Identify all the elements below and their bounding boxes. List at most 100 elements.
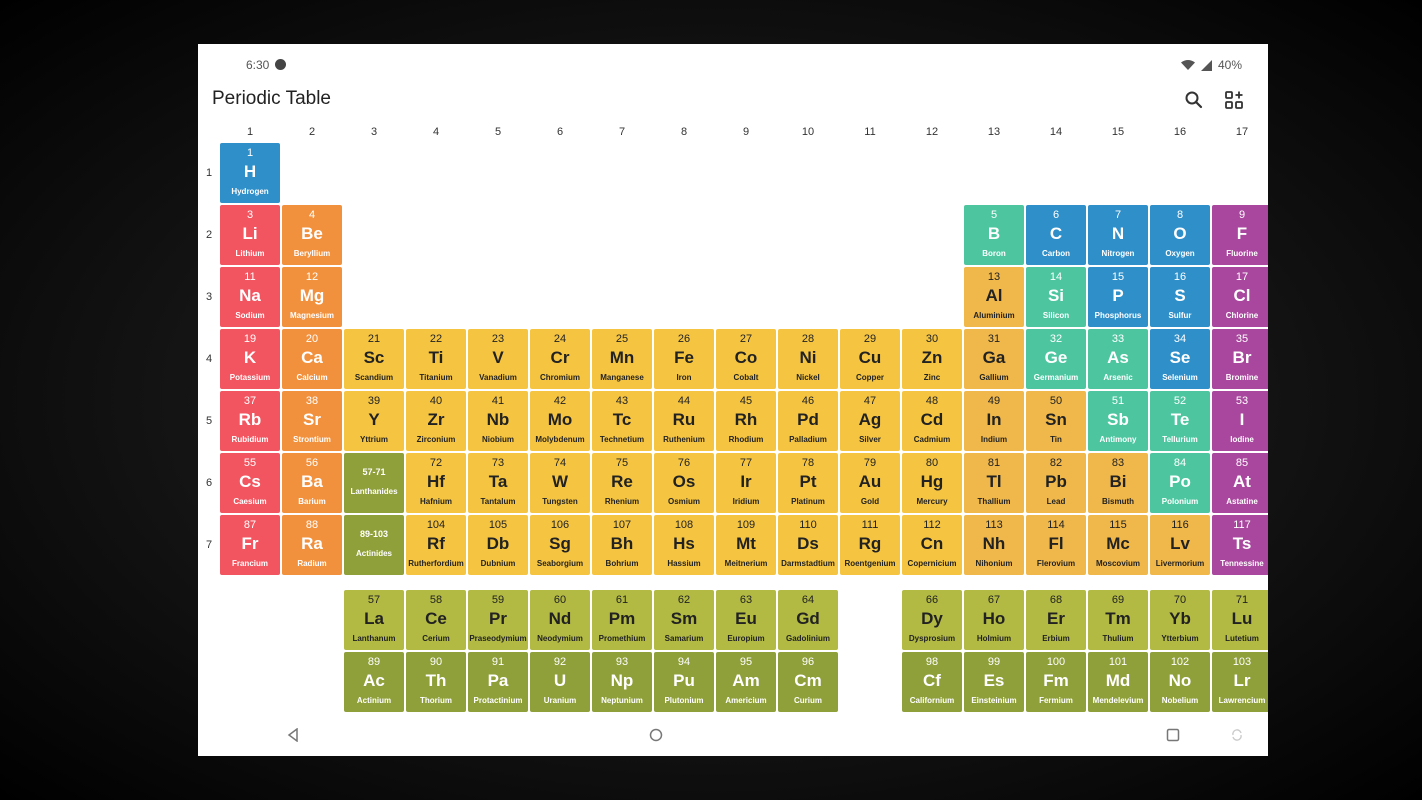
element-tile[interactable]: 116 Lv Livermorium (1150, 515, 1210, 575)
element-tile[interactable]: 35 Br Bromine (1212, 329, 1268, 389)
element-tile[interactable]: 111 Rg Roentgenium (840, 515, 900, 575)
element-tile[interactable]: 91 Pa Protactinium (468, 652, 528, 712)
element-tile[interactable]: 69 Tm Thulium (1088, 590, 1148, 650)
element-tile[interactable]: 93 Np Neptunium (592, 652, 652, 712)
actinides-tile[interactable]: 89-103 Actinides (344, 515, 404, 575)
element-tile[interactable]: 9 F Fluorine (1212, 205, 1268, 265)
back-button[interactable] (286, 727, 300, 747)
home-button[interactable] (649, 728, 663, 747)
element-tile[interactable]: 42 Mo Molybdenum (530, 391, 590, 451)
element-tile[interactable]: 33 As Arsenic (1088, 329, 1148, 389)
element-tile[interactable]: 73 Ta Tantalum (468, 453, 528, 513)
element-tile[interactable]: 21 Sc Scandium (344, 329, 404, 389)
element-tile[interactable]: 102 No Nobelium (1150, 652, 1210, 712)
element-tile[interactable]: 90 Th Thorium (406, 652, 466, 712)
element-tile[interactable]: 80 Hg Mercury (902, 453, 962, 513)
element-tile[interactable]: 5 B Boron (964, 205, 1024, 265)
element-tile[interactable]: 82 Pb Lead (1026, 453, 1086, 513)
element-tile[interactable]: 100 Fm Fermium (1026, 652, 1086, 712)
element-tile[interactable]: 96 Cm Curium (778, 652, 838, 712)
element-tile[interactable]: 110 Ds Darmstadtium (778, 515, 838, 575)
element-tile[interactable]: 34 Se Selenium (1150, 329, 1210, 389)
element-tile[interactable]: 39 Y Yttrium (344, 391, 404, 451)
element-tile[interactable]: 3 Li Lithium (220, 205, 280, 265)
element-tile[interactable]: 14 Si Silicon (1026, 267, 1086, 327)
element-tile[interactable]: 94 Pu Plutonium (654, 652, 714, 712)
element-tile[interactable]: 109 Mt Meitnerium (716, 515, 776, 575)
element-tile[interactable]: 81 Tl Thallium (964, 453, 1024, 513)
element-tile[interactable]: 88 Ra Radium (282, 515, 342, 575)
element-tile[interactable]: 30 Zn Zinc (902, 329, 962, 389)
element-tile[interactable]: 112 Cn Copernicium (902, 515, 962, 575)
element-tile[interactable]: 114 Fl Flerovium (1026, 515, 1086, 575)
element-tile[interactable]: 92 U Uranium (530, 652, 590, 712)
element-tile[interactable]: 48 Cd Cadmium (902, 391, 962, 451)
element-tile[interactable]: 49 In Indium (964, 391, 1024, 451)
element-tile[interactable]: 50 Sn Tin (1026, 391, 1086, 451)
element-tile[interactable]: 98 Cf Californium (902, 652, 962, 712)
element-tile[interactable]: 55 Cs Caesium (220, 453, 280, 513)
element-tile[interactable]: 77 Ir Iridium (716, 453, 776, 513)
element-tile[interactable]: 74 W Tungsten (530, 453, 590, 513)
element-tile[interactable]: 43 Tc Technetium (592, 391, 652, 451)
element-tile[interactable]: 52 Te Tellurium (1150, 391, 1210, 451)
element-tile[interactable]: 70 Yb Ytterbium (1150, 590, 1210, 650)
element-tile[interactable]: 25 Mn Manganese (592, 329, 652, 389)
element-tile[interactable]: 32 Ge Germanium (1026, 329, 1086, 389)
element-tile[interactable]: 44 Ru Ruthenium (654, 391, 714, 451)
element-tile[interactable]: 29 Cu Copper (840, 329, 900, 389)
element-tile[interactable]: 71 Lu Lutetium (1212, 590, 1268, 650)
element-tile[interactable]: 1 H Hydrogen (220, 143, 280, 203)
element-tile[interactable]: 15 P Phosphorus (1088, 267, 1148, 327)
element-tile[interactable]: 53 I Iodine (1212, 391, 1268, 451)
element-tile[interactable]: 22 Ti Titanium (406, 329, 466, 389)
element-tile[interactable]: 75 Re Rhenium (592, 453, 652, 513)
element-tile[interactable]: 61 Pm Promethium (592, 590, 652, 650)
element-tile[interactable]: 59 Pr Praseodymium (468, 590, 528, 650)
element-tile[interactable]: 16 S Sulfur (1150, 267, 1210, 327)
element-tile[interactable]: 58 Ce Cerium (406, 590, 466, 650)
element-tile[interactable]: 4 Be Beryllium (282, 205, 342, 265)
element-tile[interactable]: 104 Rf Rutherfordium (406, 515, 466, 575)
element-tile[interactable]: 89 Ac Actinium (344, 652, 404, 712)
element-tile[interactable]: 51 Sb Antimony (1088, 391, 1148, 451)
search-button[interactable] (1182, 88, 1206, 112)
element-tile[interactable]: 11 Na Sodium (220, 267, 280, 327)
element-tile[interactable]: 72 Hf Hafnium (406, 453, 466, 513)
element-tile[interactable]: 85 At Astatine (1212, 453, 1268, 513)
element-tile[interactable]: 99 Es Einsteinium (964, 652, 1024, 712)
element-tile[interactable]: 95 Am Americium (716, 652, 776, 712)
element-tile[interactable]: 113 Nh Nihonium (964, 515, 1024, 575)
element-tile[interactable]: 101 Md Mendelevium (1088, 652, 1148, 712)
element-tile[interactable]: 38 Sr Strontium (282, 391, 342, 451)
element-tile[interactable]: 84 Po Polonium (1150, 453, 1210, 513)
element-tile[interactable]: 105 Db Dubnium (468, 515, 528, 575)
element-tile[interactable]: 12 Mg Magnesium (282, 267, 342, 327)
element-tile[interactable]: 47 Ag Silver (840, 391, 900, 451)
element-tile[interactable]: 46 Pd Palladium (778, 391, 838, 451)
element-tile[interactable]: 68 Er Erbium (1026, 590, 1086, 650)
element-tile[interactable]: 17 Cl Chlorine (1212, 267, 1268, 327)
element-tile[interactable]: 31 Ga Gallium (964, 329, 1024, 389)
element-tile[interactable]: 83 Bi Bismuth (1088, 453, 1148, 513)
element-tile[interactable]: 41 Nb Niobium (468, 391, 528, 451)
element-tile[interactable]: 40 Zr Zirconium (406, 391, 466, 451)
element-tile[interactable]: 26 Fe Iron (654, 329, 714, 389)
element-tile[interactable]: 27 Co Cobalt (716, 329, 776, 389)
element-tile[interactable]: 37 Rb Rubidium (220, 391, 280, 451)
element-tile[interactable]: 64 Gd Gadolinium (778, 590, 838, 650)
element-tile[interactable]: 60 Nd Neodymium (530, 590, 590, 650)
element-tile[interactable]: 87 Fr Francium (220, 515, 280, 575)
element-tile[interactable]: 107 Bh Bohrium (592, 515, 652, 575)
element-tile[interactable]: 24 Cr Chromium (530, 329, 590, 389)
element-tile[interactable]: 79 Au Gold (840, 453, 900, 513)
lanthanides-tile[interactable]: 57-71 Lanthanides (344, 453, 404, 513)
add-widget-button[interactable] (1222, 88, 1246, 112)
element-tile[interactable]: 19 K Potassium (220, 329, 280, 389)
element-tile[interactable]: 57 La Lanthanum (344, 590, 404, 650)
element-tile[interactable]: 28 Ni Nickel (778, 329, 838, 389)
element-tile[interactable]: 78 Pt Platinum (778, 453, 838, 513)
element-tile[interactable]: 115 Mc Moscovium (1088, 515, 1148, 575)
element-tile[interactable]: 106 Sg Seaborgium (530, 515, 590, 575)
element-tile[interactable]: 108 Hs Hassium (654, 515, 714, 575)
